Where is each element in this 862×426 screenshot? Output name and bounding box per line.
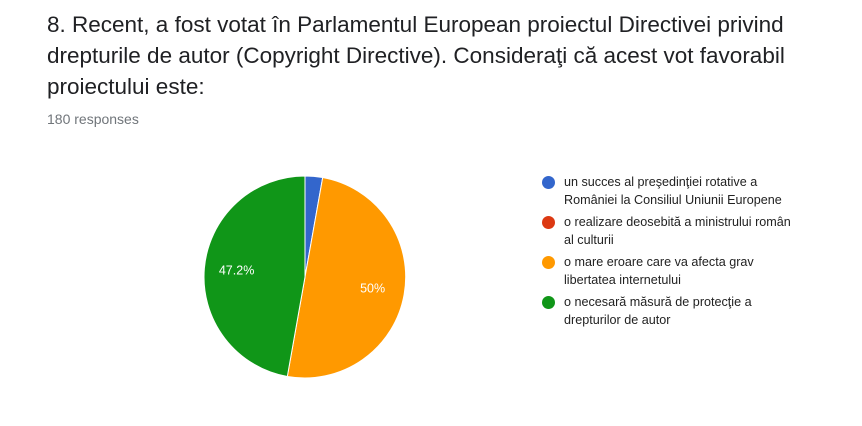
pie-slice[interactable] <box>203 175 306 378</box>
legend-color-dot <box>542 216 555 229</box>
legend-color-dot <box>542 256 555 269</box>
pie-chart: 50% 47.2% <box>203 175 407 379</box>
legend-label: o realizare deosebită a ministrului româ… <box>564 215 791 247</box>
legend-label: o mare eroare care va afecta grav libert… <box>564 255 754 287</box>
slice-value-label: 50% <box>360 281 385 295</box>
legend-item[interactable]: un succes al preşedinţiei rotative a Rom… <box>542 174 802 209</box>
chart-legend: un succes al preşedinţiei rotative a Rom… <box>542 174 802 334</box>
legend-item[interactable]: o mare eroare care va afecta grav libert… <box>542 254 802 289</box>
slice-value-label: 47.2% <box>219 263 254 277</box>
legend-color-dot <box>542 176 555 189</box>
legend-label: o necesară măsură de protecţie a dreptur… <box>564 295 752 327</box>
legend-label: un succes al preşedinţiei rotative a Rom… <box>564 175 782 207</box>
legend-color-dot <box>542 296 555 309</box>
legend-item[interactable]: o necesară măsură de protecţie a dreptur… <box>542 294 802 329</box>
pie-slice[interactable] <box>286 176 407 379</box>
legend-item[interactable]: o realizare deosebită a ministrului româ… <box>542 214 802 249</box>
question-title: 8. Recent, a fost votat în Parlamentul E… <box>47 12 785 99</box>
responses-count: 180 responses <box>47 111 139 127</box>
